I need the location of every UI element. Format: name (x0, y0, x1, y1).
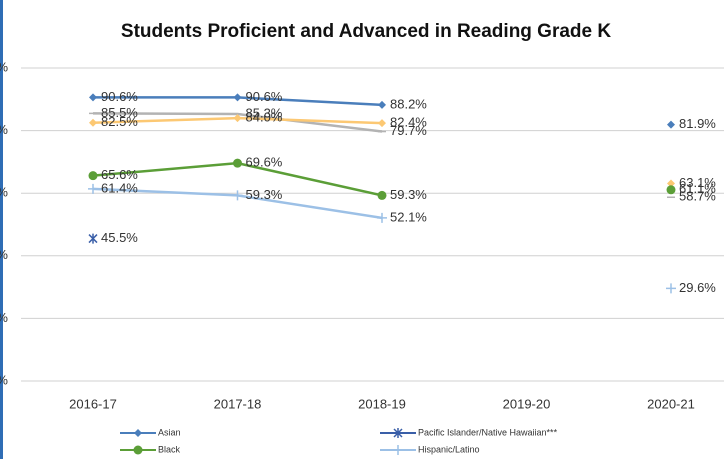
marker (378, 119, 386, 128)
marker (134, 429, 142, 437)
legend-label: Pacific Islander/Native Hawaiian*** (418, 427, 558, 437)
data-label: 84.0% (246, 110, 283, 125)
data-label: 61.4% (101, 180, 138, 195)
data-label: 59.3% (390, 187, 427, 202)
y-tick-label: 80% (0, 122, 8, 137)
marker (233, 93, 242, 102)
marker (133, 445, 143, 455)
x-tick-label: 2016-17 (69, 396, 117, 411)
x-tick-label: 2019-20 (503, 396, 551, 411)
marker (667, 179, 675, 188)
data-label: 85.5% (101, 105, 138, 120)
y-tick-label: 0% (0, 372, 8, 387)
marker (88, 233, 98, 244)
legend-label: Hispanic/Latino (418, 444, 480, 454)
marker (393, 428, 403, 438)
data-label: 29.6% (679, 280, 716, 295)
x-tick-label: 2017-18 (214, 396, 262, 411)
data-label: 85.3% (246, 105, 283, 120)
data-label: 82.5% (101, 114, 138, 129)
data-label: 52.1% (390, 209, 427, 224)
data-label: 82.4% (390, 115, 427, 130)
x-tick-label: 2020-21 (647, 396, 695, 411)
marker (89, 118, 97, 127)
legend-label: Asian (158, 427, 181, 437)
marker (233, 114, 242, 123)
marker (377, 212, 387, 223)
marker (378, 100, 386, 109)
legend-label: Black (158, 444, 181, 454)
y-tick-label: 60% (0, 185, 8, 200)
marker (666, 283, 676, 294)
data-label: 81.9% (679, 116, 716, 131)
data-label: 45.5% (101, 230, 138, 245)
data-label: 63.1% (679, 175, 716, 190)
marker (377, 190, 387, 200)
marker (89, 93, 97, 102)
data-label: 59.3% (246, 187, 283, 202)
marker (667, 120, 675, 129)
marker (233, 158, 242, 168)
data-label: 61.1% (679, 181, 716, 196)
data-label: 88.2% (390, 96, 427, 111)
marker (393, 445, 403, 455)
data-label: 90.6% (101, 89, 138, 104)
marker (232, 190, 243, 201)
marker (88, 183, 98, 194)
data-label: 65.6% (101, 167, 138, 182)
data-label: 90.6% (246, 89, 283, 104)
y-tick-label: 40% (0, 247, 8, 262)
y-tick-label: 20% (0, 310, 8, 325)
data-label: 58.7% (679, 189, 716, 204)
x-tick-label: 2018-19 (358, 396, 406, 411)
data-label: 79.7% (390, 123, 427, 138)
y-tick-label: 100% (0, 59, 8, 74)
window-edge (0, 0, 3, 459)
marker (666, 185, 676, 195)
chart-title: Students Proficient and Advanced in Read… (121, 21, 611, 42)
data-label: 69.6% (246, 155, 283, 170)
marker (88, 171, 98, 181)
